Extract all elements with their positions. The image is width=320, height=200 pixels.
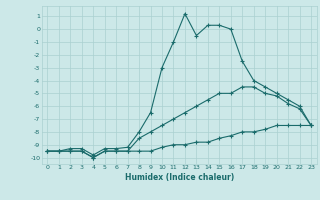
X-axis label: Humidex (Indice chaleur): Humidex (Indice chaleur) <box>124 173 234 182</box>
